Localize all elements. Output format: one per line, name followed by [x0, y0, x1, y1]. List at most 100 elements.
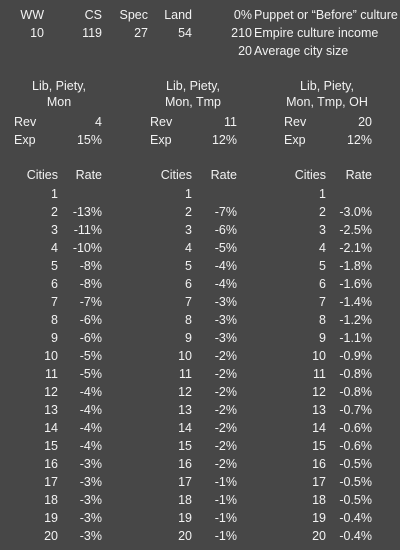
cities-cell: 17 [312, 475, 326, 489]
column-header-cities: Cities [294, 168, 326, 182]
cities-cell: 12 [44, 385, 58, 399]
cities-cell: 4 [51, 241, 58, 255]
note-number-income: 210 [231, 26, 252, 40]
rate-cell: -4% [79, 385, 102, 399]
value-cs: 119 [82, 26, 102, 40]
rate-cell: -3% [79, 475, 102, 489]
table-row: 5 -8% 5 -4% 5 -1.8% [0, 259, 400, 276]
cities-cell: 7 [319, 295, 326, 309]
exp-label: Exp [150, 133, 172, 147]
value-spec: 27 [134, 26, 148, 40]
rate-cell: -10% [72, 241, 102, 255]
rate-cell: -2.5% [339, 223, 372, 237]
table-row: 13 -4% 13 -2% 13 -0.7% [0, 403, 400, 420]
rate-cell: -2.1% [339, 241, 372, 255]
column-header-rate: Rate [210, 168, 237, 182]
column-header-cities: Cities [26, 168, 58, 182]
cities-cell: 6 [185, 277, 192, 291]
rate-cell: -3% [79, 511, 102, 525]
cities-cell: 20 [312, 529, 326, 543]
cities-cell: 12 [312, 385, 326, 399]
table-row: 17 -3% 17 -1% 17 -0.5% [0, 475, 400, 492]
cities-cell: 3 [51, 223, 58, 237]
table-row: 18 -3% 18 -1% 18 -0.5% [0, 493, 400, 510]
rate-cell: -0.9% [339, 349, 372, 363]
cities-cell: 4 [319, 241, 326, 255]
rate-cell: -0.4% [339, 529, 372, 543]
cities-cell: 16 [312, 457, 326, 471]
cities-cell: 6 [51, 277, 58, 291]
exp-label: Exp [14, 133, 36, 147]
rate-cell: -0.7% [339, 403, 372, 417]
rate-cell: -0.8% [339, 367, 372, 381]
cities-cell: 10 [44, 349, 58, 363]
cities-cell: 1 [51, 187, 58, 201]
exp-label: Exp [284, 133, 306, 147]
cities-cell: 16 [44, 457, 58, 471]
cities-cell: 3 [319, 223, 326, 237]
note-number-puppet: 0% [233, 8, 252, 22]
cities-cell: 20 [44, 529, 58, 543]
rate-cell: -4% [214, 277, 237, 291]
table-row: 14 -4% 14 -2% 14 -0.6% [0, 421, 400, 438]
column-header-cities: Cities [160, 168, 192, 182]
rate-cell: -6% [79, 313, 102, 327]
cities-cell: 14 [44, 421, 58, 435]
group-title-line2: Mon, Tmp, OH [286, 95, 368, 109]
cities-cell: 10 [312, 349, 326, 363]
rate-cell: -0.5% [339, 475, 372, 489]
rate-cell: -2% [214, 421, 237, 435]
cities-cell: 1 [185, 187, 192, 201]
cities-cell: 13 [44, 403, 58, 417]
exp-value: 12% [346, 133, 372, 147]
cities-cell: 11 [45, 367, 58, 381]
note-text-income: Empire culture income [254, 26, 379, 40]
cities-cell: 19 [312, 511, 326, 525]
table-row: 12 -4% 12 -2% 12 -0.8% [0, 385, 400, 402]
table-row: 7 -7% 7 -3% 7 -1.4% [0, 295, 400, 312]
rate-cell: -0.8% [339, 385, 372, 399]
cities-cell: 2 [51, 205, 58, 219]
group-title-line1: Lib, Piety, [300, 79, 354, 93]
rate-cell: -11% [73, 223, 102, 237]
table-row: 2 -13% 2 -7% 2 -3.0% [0, 205, 400, 222]
rate-cell: -1% [214, 493, 237, 507]
note-number-citysize: 20 [238, 44, 252, 58]
table-row: 20 -3% 20 -1% 20 -0.4% [0, 529, 400, 546]
column-header-rate: Rate [345, 168, 372, 182]
table-row: 8 -6% 8 -3% 8 -1.2% [0, 313, 400, 330]
rate-cell: -4% [79, 421, 102, 435]
rate-cell: -1.6% [339, 277, 372, 291]
exp-value: 15% [76, 133, 102, 147]
rate-cell: -1% [214, 475, 237, 489]
cities-cell: 8 [319, 313, 326, 327]
rate-cell: -2% [214, 457, 237, 471]
cities-cell: 9 [185, 331, 192, 345]
table-row: 1 1 1 [0, 187, 400, 204]
cities-cell: 5 [319, 259, 326, 273]
cities-cell: 12 [178, 385, 192, 399]
cities-cell: 18 [312, 493, 326, 507]
label-cs: CS [84, 8, 102, 22]
cities-cell: 18 [178, 493, 192, 507]
cities-cell: 11 [313, 367, 326, 381]
cities-cell: 10 [178, 349, 192, 363]
cities-cell: 15 [178, 439, 192, 453]
cities-cell: 8 [51, 313, 58, 327]
rate-cell: -1% [214, 511, 237, 525]
cities-cell: 9 [319, 331, 326, 345]
rate-cell: -0.4% [339, 511, 372, 525]
cities-cell: 16 [178, 457, 192, 471]
note-text-citysize: Average city size [254, 44, 349, 58]
table-row: 15 -4% 15 -2% 15 -0.6% [0, 439, 400, 456]
rev-value: 4 [95, 115, 102, 129]
rate-cell: -4% [214, 259, 237, 273]
cities-cell: 1 [319, 187, 326, 201]
value-ww: 10 [30, 26, 44, 40]
value-land: 54 [178, 26, 192, 40]
rate-cell: -5% [79, 367, 102, 381]
label-ww: WW [20, 8, 44, 22]
label-spec: Spec [119, 8, 149, 22]
rate-cell: -3% [79, 529, 102, 543]
cities-cell: 17 [44, 475, 58, 489]
